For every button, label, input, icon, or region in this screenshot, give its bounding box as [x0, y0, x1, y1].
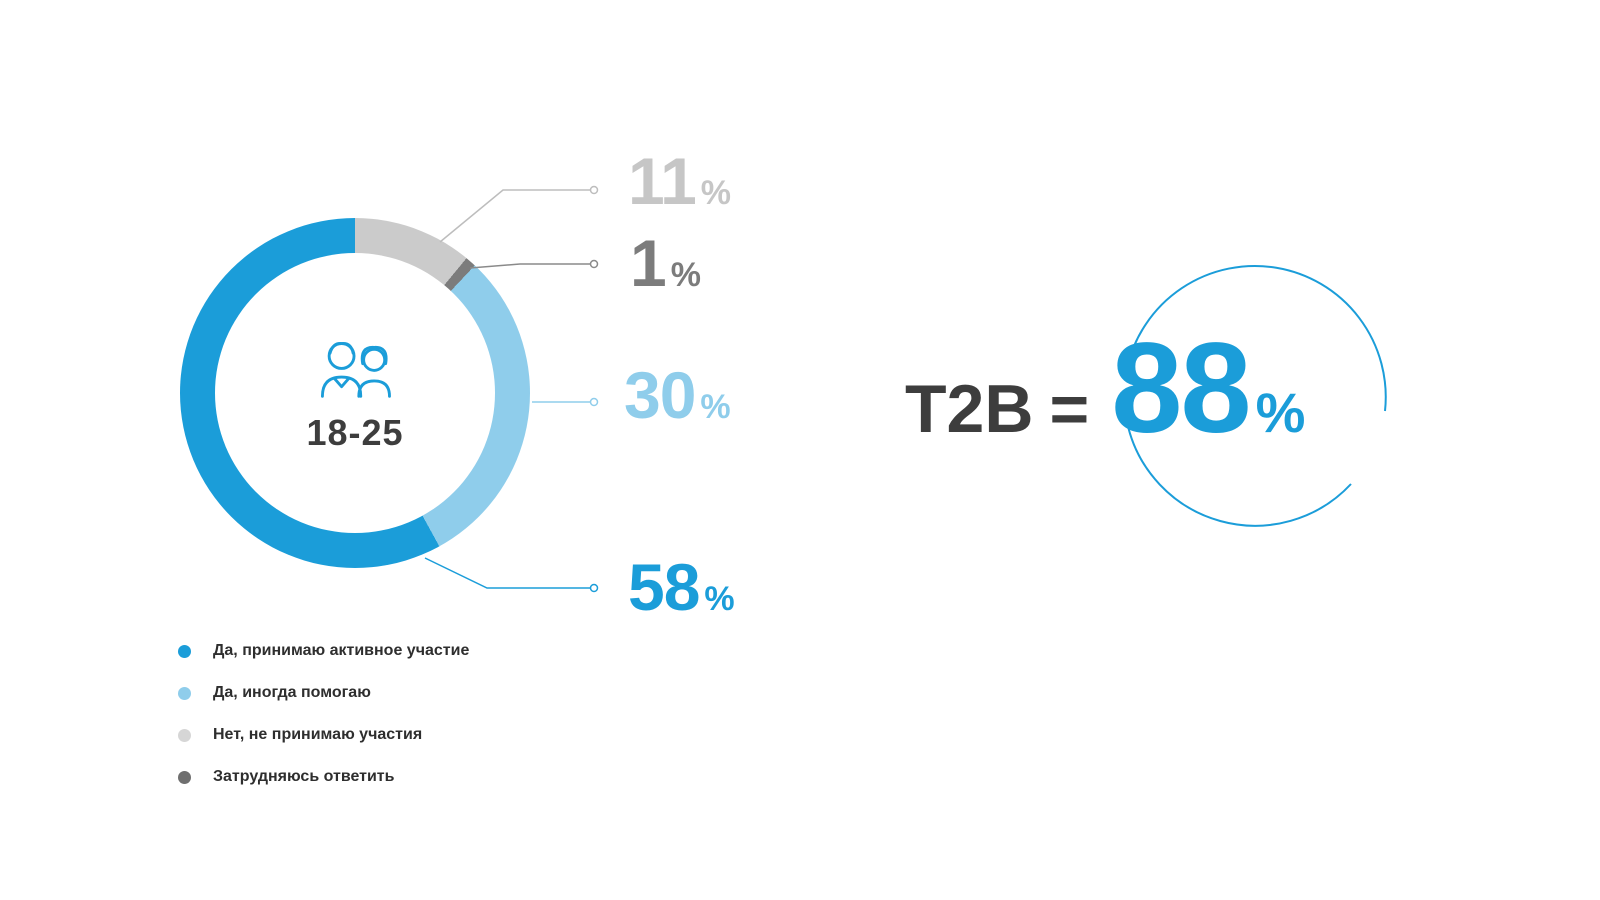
legend-dot: [178, 728, 191, 742]
callout-value-11: 11%: [628, 148, 731, 214]
callout-dot-11: [589, 185, 599, 195]
percent-sign: %: [670, 256, 701, 294]
legend-label: Затрудняюсь ответить: [213, 768, 395, 785]
couple-icon: [320, 341, 391, 398]
t2b-circle: [1126, 265, 1387, 527]
legend-label: Да, принимаю активное участие: [213, 642, 470, 659]
callout-dot-1: [589, 259, 599, 269]
legend-label: Нет, не принимаю участия: [213, 726, 423, 743]
legend-item-no: Нет, не принимаю участия: [178, 726, 469, 744]
legend-dot: [178, 686, 191, 700]
callout-dot-30: [589, 397, 599, 407]
t2b-equals: =: [1049, 371, 1090, 447]
donut-center-label: 18-25: [306, 411, 404, 453]
callout-value-1: 1%: [630, 230, 701, 296]
t2b-value: 88: [1111, 317, 1251, 460]
legend-dot: [178, 770, 191, 784]
callout-dot-58: [589, 583, 599, 593]
callout-number: 11: [628, 144, 697, 218]
legend: Да, принимаю активное участие Да, иногда…: [178, 642, 469, 810]
callout-number: 58: [628, 550, 700, 624]
percent-sign: %: [700, 174, 732, 212]
donut-chart: 18-25: [180, 218, 530, 568]
callout-value-58: 58%: [628, 554, 735, 620]
t2b-label: T2B: [905, 371, 1034, 447]
t2b-percent-sign: %: [1255, 381, 1306, 444]
legend-item-active: Да, принимаю активное участие: [178, 642, 469, 660]
legend-item-undecided: Затрудняюсь ответить: [178, 768, 469, 786]
donut-center: 18-25: [215, 253, 495, 533]
percent-sign: %: [704, 580, 735, 618]
callout-number: 1: [630, 226, 667, 300]
percent-sign: %: [700, 388, 731, 426]
callout-number: 30: [624, 358, 696, 432]
callout-value-30: 30%: [624, 362, 731, 428]
legend-item-sometimes: Да, иногда помогаю: [178, 684, 469, 702]
legend-dot: [178, 644, 191, 658]
t2b-circle-arc-top: [1126, 265, 1387, 412]
t2b-score: T2B = 88 %: [905, 325, 1305, 453]
legend-label: Да, иногда помогаю: [213, 684, 371, 701]
t2b-circle-arc-bottom: [1126, 421, 1352, 527]
